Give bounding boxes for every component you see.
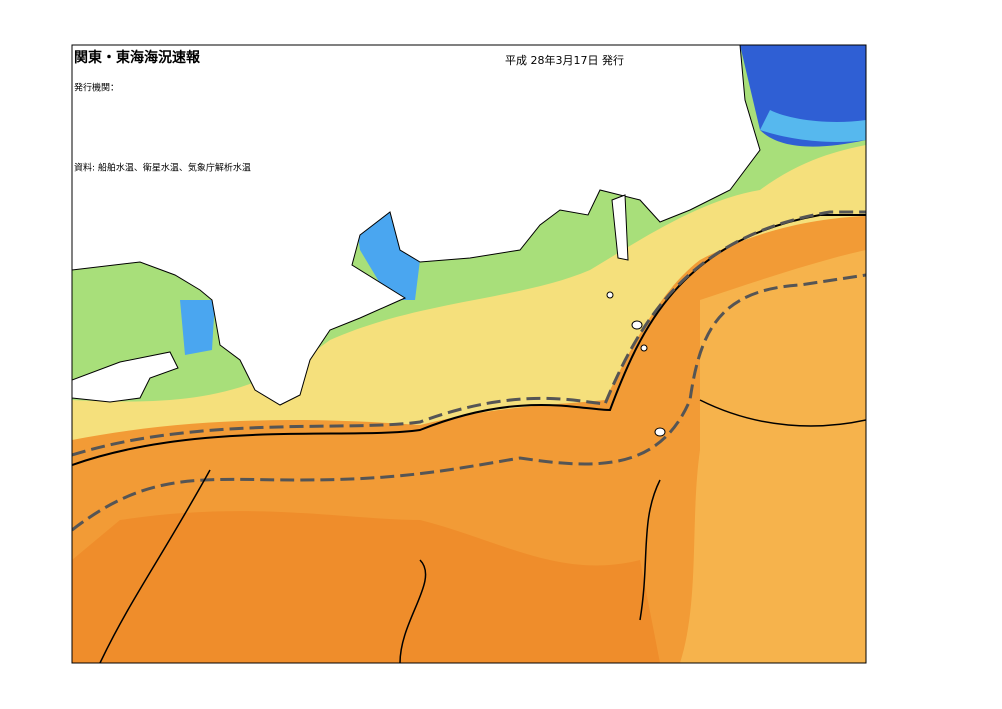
- kuroshio-axis: [72, 273, 866, 532]
- land-izu: [611, 194, 629, 261]
- issuer-label: 発行機関：: [74, 82, 119, 94]
- land-shikoku: [72, 351, 179, 403]
- issue-date: 平成 28年3月17日 発行: [505, 53, 624, 67]
- ise-bay: [355, 210, 420, 300]
- osaka-bay: [180, 300, 215, 355]
- map-frame: [71, 44, 867, 664]
- isotherm: [99, 399, 866, 663]
- warm-core: [72, 511, 660, 663]
- map-area: [72, 45, 866, 663]
- kuroshio-axis: [72, 210, 866, 457]
- island: [606, 291, 614, 299]
- source: 資料: 船舶水温、衛星水温、気象庁解析水温: [74, 162, 251, 174]
- land-honshu: [72, 45, 761, 406]
- east-sea: [680, 250, 866, 663]
- island: [631, 320, 643, 330]
- island: [640, 344, 648, 352]
- island: [654, 427, 666, 437]
- title: 関東・東海海況速報: [74, 49, 201, 66]
- isotherm: [72, 214, 866, 466]
- cold-water-edge: [760, 110, 866, 142]
